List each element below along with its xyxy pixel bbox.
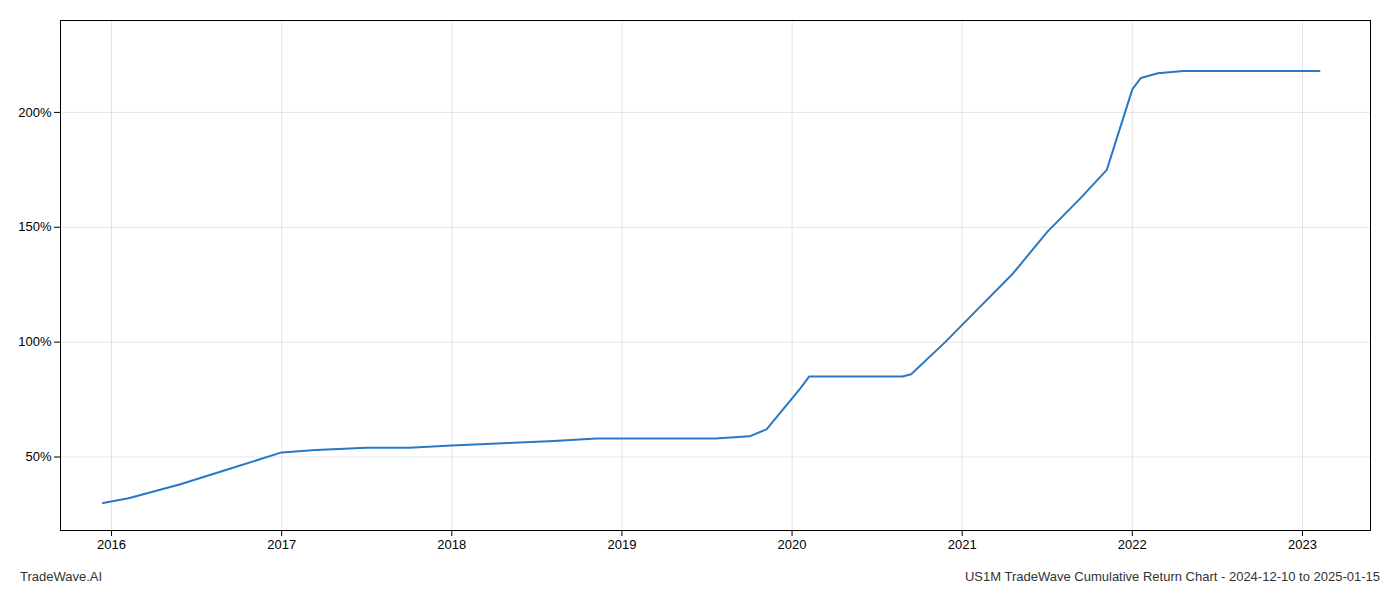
svg-text:2019: 2019 [607,537,636,552]
svg-text:2023: 2023 [1288,537,1317,552]
html-text:US1M TradeWave Cumulative Retu: US1M TradeWave Cumulative Return Chart -… [965,569,1380,584]
svg-text:200%: 200% [18,105,52,120]
html-text:TradeWave.AI: TradeWave.AI [20,569,103,584]
svg-text:2016: 2016 [97,537,126,552]
svg-text:2017: 2017 [267,537,296,552]
svg-text:2018: 2018 [437,537,466,552]
svg-text:100%: 100% [18,334,52,349]
svg-text:150%: 150% [18,219,52,234]
svg-text:50%: 50% [25,449,51,464]
svg-text:2022: 2022 [1118,537,1147,552]
svg-text:2021: 2021 [948,537,977,552]
svg-text:2020: 2020 [778,537,807,552]
